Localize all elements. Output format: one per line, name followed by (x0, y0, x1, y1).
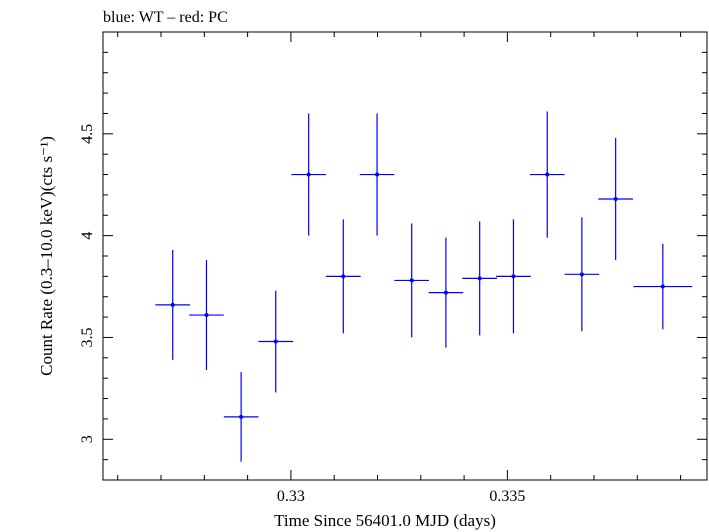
data-point (291, 113, 326, 236)
data-point (564, 217, 600, 332)
point-marker (341, 274, 346, 279)
y-axis-ticks: 3 3.5 4 4.5 (79, 31, 707, 481)
data-point (394, 223, 430, 338)
data-point (598, 137, 633, 261)
point-marker (409, 278, 414, 283)
point-marker (239, 414, 244, 419)
x-axis-ticks: 0.33 0.335 (117, 32, 682, 505)
data-point (258, 290, 294, 393)
point-marker (613, 196, 618, 201)
y-tick-label: 3 (79, 435, 96, 443)
y-tick-label: 4 (79, 232, 96, 240)
data-point (633, 243, 693, 330)
data-series-wt (155, 111, 693, 462)
data-point (462, 221, 498, 336)
data-point (529, 111, 565, 238)
plot-frame (102, 31, 708, 481)
y-tick-label: 4.5 (79, 124, 96, 144)
x-tick-label: 0.335 (489, 488, 525, 505)
data-point (428, 237, 464, 348)
data-point (359, 113, 395, 236)
point-marker (375, 172, 380, 177)
y-tick-label: 3.5 (79, 327, 96, 347)
x-axis-label: Time Since 56401.0 MJD (days) (274, 511, 496, 530)
data-point (223, 372, 259, 462)
y-axis-label: Count Rate (0.3–10.0 keV)(cts s⁻¹) (37, 136, 56, 376)
point-marker (477, 276, 482, 281)
point-marker (545, 172, 550, 177)
point-marker (579, 272, 584, 277)
data-point (325, 219, 361, 334)
point-marker (306, 172, 311, 177)
point-marker (660, 284, 665, 289)
data-point (189, 260, 224, 371)
point-marker (511, 274, 516, 279)
data-point (496, 219, 531, 334)
chart-title: blue: WT – red: PC (103, 9, 228, 26)
data-point (155, 249, 191, 360)
point-marker (273, 339, 278, 344)
point-marker (443, 290, 448, 295)
point-marker (170, 302, 175, 307)
x-tick-label: 0.33 (277, 488, 305, 505)
point-marker (204, 313, 209, 318)
